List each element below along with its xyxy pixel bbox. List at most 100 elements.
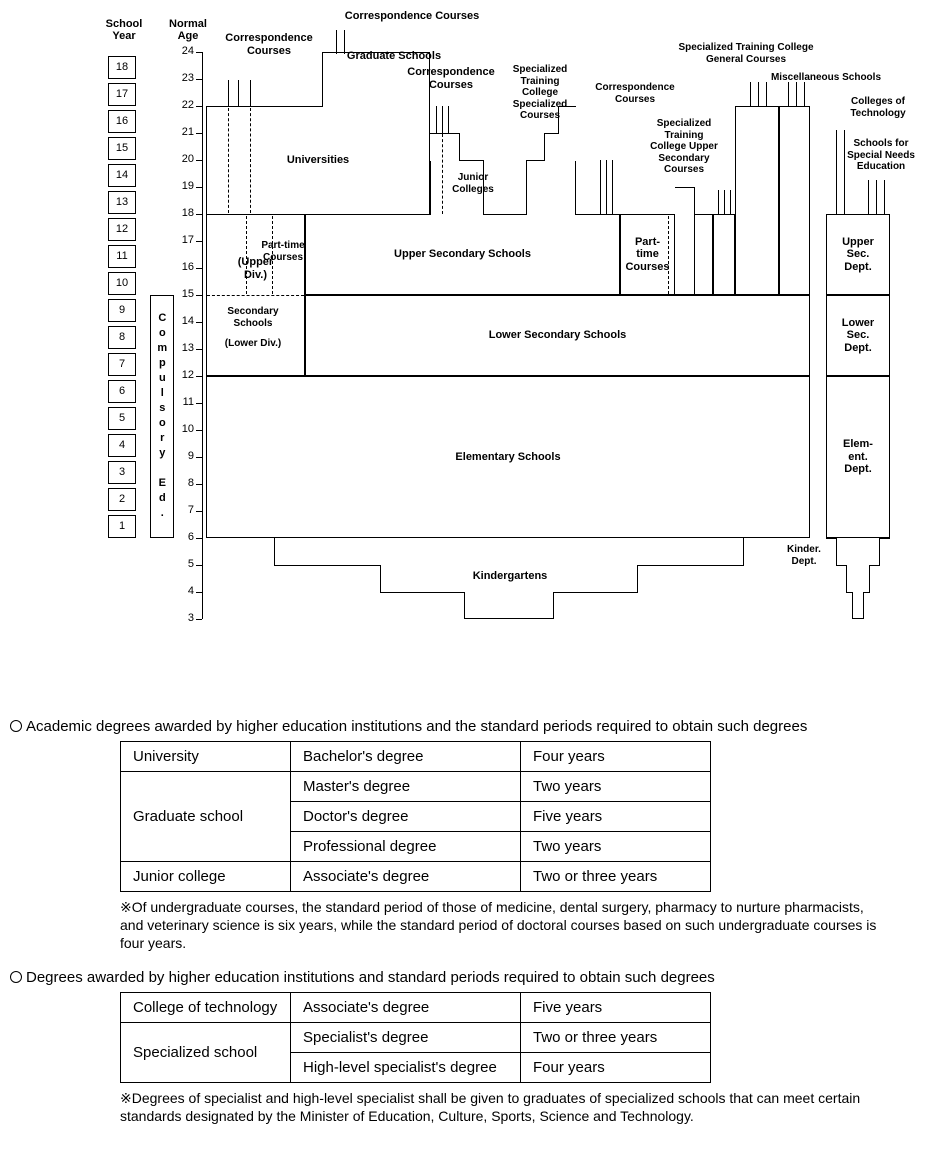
age-tick-mark <box>196 133 202 134</box>
section1-footnote: ※Of undergraduate courses, the standard … <box>120 898 880 953</box>
table-row: Specialized school Specialist's degree T… <box>121 1022 711 1052</box>
kinder-step1 <box>274 538 744 565</box>
universities-label: Universities <box>287 154 349 167</box>
section2-title: Degrees awarded by higher education inst… <box>26 969 715 986</box>
kinder-edge <box>864 592 870 593</box>
school-year-box: 7 <box>108 353 136 376</box>
table-row: Junior college Associate's degree Two or… <box>121 862 711 892</box>
kinder-dept-step1 <box>836 538 880 565</box>
age-tick-mark <box>196 106 202 107</box>
compulsory-ed-box: Compulsory Ed. <box>150 295 174 538</box>
dashed-line <box>668 216 669 294</box>
elem-dept-label: Elem- ent. Dept. <box>843 438 873 476</box>
table-cell: Associate's degree <box>291 862 521 892</box>
table-cell: Four years <box>521 742 711 772</box>
school-year-box: 2 <box>108 488 136 511</box>
age-label: 9 <box>174 450 194 462</box>
table-cell: College of technology <box>121 992 291 1022</box>
section2-heading: Degrees awarded by higher education inst… <box>10 969 926 986</box>
antenna-line <box>442 106 443 134</box>
kinder-dept-label: Kinder. Dept. <box>776 544 832 567</box>
upper-secondary-block: Upper Secondary Schools <box>305 214 620 295</box>
age-label: 12 <box>174 369 194 381</box>
dashed-line <box>228 108 229 213</box>
lower-secondary-block: Lower Secondary Schools <box>305 295 810 376</box>
antenna-line <box>718 190 719 214</box>
age-label: 23 <box>174 72 194 84</box>
table-cell: Two years <box>521 832 711 862</box>
antenna-line <box>600 160 601 214</box>
degrees-table-2: College of technology Associate's degree… <box>120 992 711 1083</box>
antenna-line <box>448 106 449 134</box>
table-row: Graduate school Master's degree Two year… <box>121 772 711 802</box>
baseline <box>576 214 620 215</box>
antenna-line <box>868 180 869 214</box>
special-needs-label: Schools for Special Needs Education <box>836 138 926 173</box>
lower-sec-label: Lower Secondary Schools <box>489 329 627 342</box>
age-label: 3 <box>174 612 194 624</box>
age-label: 20 <box>174 153 194 165</box>
school-year-box: 15 <box>108 137 136 160</box>
universities-block: Universities <box>206 106 430 214</box>
age-tick-mark <box>196 376 202 377</box>
age-label: 8 <box>174 477 194 489</box>
spec-training-gen-label: Specialized Training College General Cou… <box>646 42 846 65</box>
age-label: 19 <box>174 180 194 192</box>
table-cell: Graduate school <box>121 772 291 862</box>
antenna-line <box>758 82 759 106</box>
spec-training-upper-block <box>713 214 735 295</box>
age-label: 17 <box>174 234 194 246</box>
age-tick-mark <box>196 592 202 593</box>
antenna-line <box>724 190 725 214</box>
table-cell: Two or three years <box>521 862 711 892</box>
antenna-line <box>238 80 239 106</box>
age-label: 24 <box>174 45 194 57</box>
section1-heading: Academic degrees awarded by higher educa… <box>10 718 926 735</box>
section1-title: Academic degrees awarded by higher educa… <box>26 718 807 735</box>
junior-colleges-label: Junior Colleges <box>446 172 500 195</box>
age-label: 7 <box>174 504 194 516</box>
school-year-box: 9 <box>108 299 136 322</box>
kinder-edge <box>870 565 880 566</box>
school-year-box: 14 <box>108 164 136 187</box>
spec-training-spec-label: Specialized Training College Specialized… <box>500 64 580 122</box>
kinder-edge <box>274 565 380 566</box>
dashed-line <box>250 108 251 213</box>
age-tick-mark <box>196 268 202 269</box>
age-axis <box>202 52 203 619</box>
compulsory-label: Compulsory Ed. <box>156 312 169 522</box>
antenna-line <box>228 80 229 106</box>
antenna-line <box>876 180 877 214</box>
corr-courses-top-label: Correspondence Courses <box>332 10 492 23</box>
age-tick-mark <box>196 457 202 458</box>
school-year-box: 6 <box>108 380 136 403</box>
antenna-line <box>836 130 837 214</box>
junior-colleges-step <box>430 133 460 161</box>
age-tick-mark <box>196 79 202 80</box>
normal-age-header: Normal Age <box>166 18 210 42</box>
age-label: 10 <box>174 423 194 435</box>
upper-sec-label: Upper Secondary Schools <box>394 248 531 261</box>
antenna-line <box>884 180 885 214</box>
table-row: University Bachelor's degree Four years <box>121 742 711 772</box>
lower-sec-dept-block: Lower Sec. Dept. <box>826 295 890 376</box>
antenna-line <box>730 190 731 214</box>
school-year-header: School Year <box>102 18 146 42</box>
circle-bullet-icon <box>10 971 22 983</box>
kinder-edge <box>826 538 836 539</box>
age-label: 6 <box>174 531 194 543</box>
school-year-box: 5 <box>108 407 136 430</box>
age-label: 15 <box>174 288 194 300</box>
step-block <box>675 214 695 295</box>
circle-bullet-icon <box>10 720 22 732</box>
spec-training-spec-block <box>526 160 576 215</box>
corr-courses-label-1: Correspondence Courses <box>216 32 322 58</box>
spec-training-upper-label: Specialized Training College Upper Secon… <box>636 118 732 176</box>
age-label: 4 <box>174 585 194 597</box>
section2-footnote: ※Degrees of specialist and high-level sp… <box>120 1089 880 1125</box>
antenna-line <box>788 82 789 106</box>
upper-sec-dept-block: Upper Sec. Dept. <box>826 214 890 295</box>
age-tick-mark <box>196 484 202 485</box>
table-cell: Associate's degree <box>291 992 521 1022</box>
table-cell: High-level specialist's degree <box>291 1052 521 1082</box>
